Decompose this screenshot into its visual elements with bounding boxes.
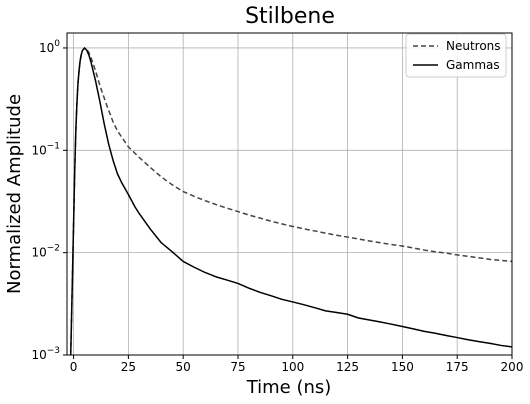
legend-box (405, 33, 507, 78)
x-tick-label: 25 (121, 360, 136, 374)
x-tick-label: 100 (281, 360, 304, 374)
y-tick-label: 10−2 (31, 244, 60, 260)
y-tick-label: 10−3 (31, 346, 60, 362)
y-axis-label: Normalized Amplitude (4, 94, 25, 294)
y-axis: 10−3 10−2 10−1 100 (31, 39, 67, 362)
x-tick-label: 75 (230, 360, 245, 374)
plot-frame (66, 32, 513, 356)
y-tick-label: 100 (39, 39, 60, 55)
x-tick-label: 200 (501, 360, 524, 374)
x-tick-label: 175 (446, 360, 469, 374)
x-axis: 0 25 50 75 100 125 150 175 200 (70, 355, 524, 374)
series-line-gammas (69, 47, 513, 356)
plot-series (69, 47, 513, 356)
y-tick-label: 10−1 (31, 141, 60, 157)
x-tick-label: 50 (176, 360, 191, 374)
x-tick-label: 125 (336, 360, 359, 374)
x-tick-label: 150 (391, 360, 414, 374)
series-line-neutrons (69, 47, 513, 356)
x-axis-label: Time (ns) (246, 377, 332, 398)
chart-title: Stilbene (245, 4, 335, 29)
x-tick-label: 0 (70, 360, 78, 374)
legend-label-gammas: Gammas (446, 58, 500, 72)
legend-label-neutrons: Neutrons (446, 39, 501, 53)
legend: Neutrons Gammas (405, 33, 507, 78)
